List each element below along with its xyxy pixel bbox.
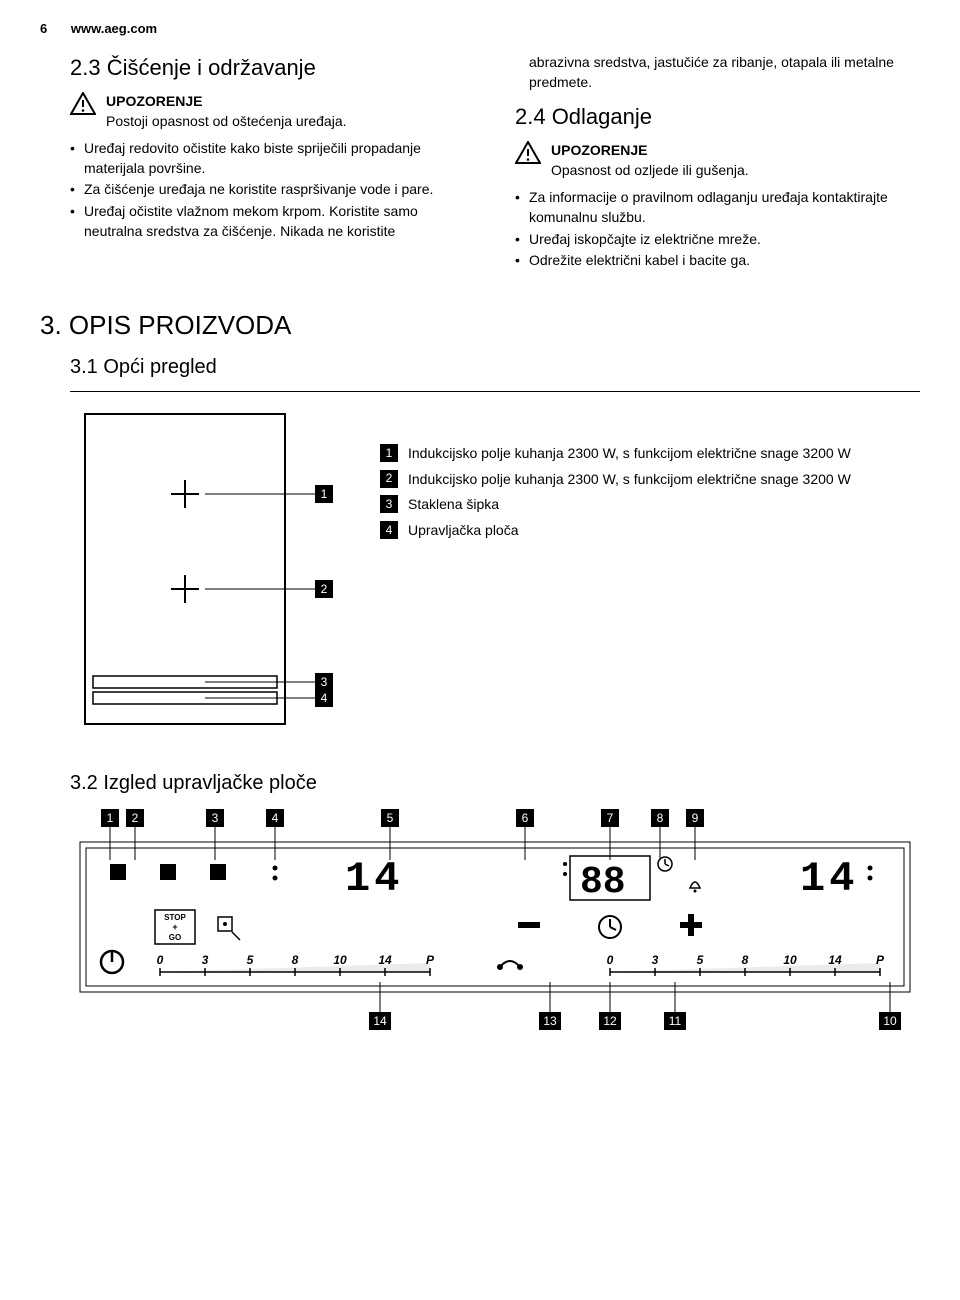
svg-text:11: 11 bbox=[669, 1014, 682, 1028]
svg-text:14: 14 bbox=[378, 953, 392, 967]
svg-text:14: 14 bbox=[373, 1014, 387, 1028]
svg-text:5: 5 bbox=[247, 953, 254, 967]
svg-text:1: 1 bbox=[321, 487, 328, 501]
svg-text:12: 12 bbox=[603, 1014, 617, 1028]
control-panel-wrap: 123456789148814STOP+GO03581014P03581014P… bbox=[70, 807, 920, 1043]
overview-row: 1 2 3 4 1 Indukcijsko polje kuhanja 2300 W, … bbox=[70, 404, 920, 744]
legend-3: 3 Staklena šipka bbox=[380, 495, 920, 515]
svg-text:8: 8 bbox=[657, 811, 664, 825]
svg-text:4: 4 bbox=[321, 691, 328, 705]
s23-warning-body: Postoji opasnost od oštećenja uređaja. bbox=[106, 112, 347, 132]
svg-text:8: 8 bbox=[292, 953, 299, 967]
s24-warning-title: UPOZORENJE bbox=[551, 141, 749, 161]
warning-icon bbox=[70, 92, 96, 115]
svg-text:88: 88 bbox=[580, 861, 626, 904]
svg-text:10: 10 bbox=[783, 953, 797, 967]
s24-b3: Odrežite električni kabel i bacite ga. bbox=[515, 251, 920, 271]
s23-warning: UPOZORENJE Postoji opasnost od oštećenja… bbox=[70, 92, 475, 131]
warning-icon bbox=[515, 141, 541, 164]
s23-b3: Uređaj očistite vlažnom mekom krpom. Kor… bbox=[70, 202, 475, 241]
s24-warning-body: Opasnost od ozljede ili gušenja. bbox=[551, 161, 749, 181]
s31-rule bbox=[70, 391, 920, 392]
svg-text:9: 9 bbox=[692, 811, 699, 825]
control-panel-diagram: 123456789148814STOP+GO03581014P03581014P… bbox=[70, 807, 920, 1037]
svg-text:2: 2 bbox=[132, 811, 139, 825]
page-header: 6 www.aeg.com bbox=[40, 20, 920, 38]
svg-text:4: 4 bbox=[272, 811, 279, 825]
s24-b1: Za informacije o pravilnom odlaganju ure… bbox=[515, 188, 920, 227]
svg-text:14: 14 bbox=[828, 953, 842, 967]
svg-text:13: 13 bbox=[543, 1014, 557, 1028]
s23-b2: Za čišćenje uređaja ne koristite rasprši… bbox=[70, 180, 475, 200]
svg-text:1: 1 bbox=[107, 811, 114, 825]
svg-text:STOP: STOP bbox=[164, 913, 186, 922]
legend-num-1: 1 bbox=[380, 444, 398, 462]
s24-warning-text: UPOZORENJE Opasnost od ozljede ili gušen… bbox=[551, 141, 749, 180]
svg-text:5: 5 bbox=[387, 811, 394, 825]
svg-text:7: 7 bbox=[607, 811, 614, 825]
legend-4: 4 Upravljačka ploča bbox=[380, 521, 920, 541]
svg-text:10: 10 bbox=[883, 1014, 897, 1028]
svg-text:GO: GO bbox=[169, 933, 181, 942]
legend-1: 1 Indukcijsko polje kuhanja 2300 W, s fun… bbox=[380, 444, 920, 464]
legend-text-3: Staklena šipka bbox=[408, 495, 499, 515]
svg-text:14: 14 bbox=[345, 855, 403, 903]
s23-b1: Uređaj redovito očistite kako biste spri… bbox=[70, 139, 475, 178]
legend-num-2: 2 bbox=[380, 470, 398, 488]
svg-text:10: 10 bbox=[333, 953, 347, 967]
svg-text:6: 6 bbox=[522, 811, 529, 825]
s23-title: 2.3 Čišćenje i održavanje bbox=[70, 53, 475, 84]
svg-text:3: 3 bbox=[652, 953, 659, 967]
svg-text:P: P bbox=[426, 953, 435, 967]
legend-text-4: Upravljačka ploča bbox=[408, 521, 519, 541]
s32-title: 3.2 Izgled upravljačke ploče bbox=[70, 769, 920, 797]
section-2-columns: 2.3 Čišćenje i održavanje UPOZORENJE Pos… bbox=[70, 53, 920, 277]
overview-diagram: 1 2 3 4 bbox=[70, 404, 350, 744]
page-number: 6 bbox=[40, 21, 47, 36]
svg-text:3: 3 bbox=[202, 953, 209, 967]
header-url: www.aeg.com bbox=[71, 21, 157, 36]
legend-num-3: 3 bbox=[380, 495, 398, 513]
svg-text:0: 0 bbox=[157, 953, 164, 967]
col-right: abrazivna sredstva, jastučiće za ribanje… bbox=[515, 53, 920, 277]
svg-text:P: P bbox=[876, 953, 885, 967]
svg-text:14: 14 bbox=[800, 855, 858, 903]
s24-title: 2.4 Odlaganje bbox=[515, 102, 920, 133]
s23-b3-continuation: abrazivna sredstva, jastučiće za ribanje… bbox=[515, 53, 920, 92]
svg-text:5: 5 bbox=[697, 953, 704, 967]
legend-text-2: Indukcijsko polje kuhanja 2300 W, s funk… bbox=[408, 470, 851, 490]
svg-text:3: 3 bbox=[321, 675, 328, 689]
s24-warning: UPOZORENJE Opasnost od ozljede ili gušen… bbox=[515, 141, 920, 180]
col-left: 2.3 Čišćenje i održavanje UPOZORENJE Pos… bbox=[70, 53, 475, 277]
svg-text:2: 2 bbox=[321, 582, 328, 596]
legend-num-4: 4 bbox=[380, 521, 398, 539]
svg-text:8: 8 bbox=[742, 953, 749, 967]
s24-bullets: Za informacije o pravilnom odlaganju ure… bbox=[515, 188, 920, 270]
svg-text:0: 0 bbox=[607, 953, 614, 967]
s23-warning-text: UPOZORENJE Postoji opasnost od oštećenja… bbox=[106, 92, 347, 131]
legend-text-1: Indukcijsko polje kuhanja 2300 W, s funk… bbox=[408, 444, 851, 464]
s23-bullets: Uređaj redovito očistite kako biste spri… bbox=[70, 139, 475, 241]
s24-b2: Uređaj iskopčajte iz električne mreže. bbox=[515, 230, 920, 250]
s23-warning-title: UPOZORENJE bbox=[106, 92, 347, 112]
overview-legend: 1 Indukcijsko polje kuhanja 2300 W, s fun… bbox=[380, 404, 920, 546]
s3-title: 3. OPIS PROIZVODA bbox=[40, 307, 920, 343]
svg-text:+: + bbox=[172, 922, 177, 932]
svg-text:3: 3 bbox=[212, 811, 219, 825]
s31-title: 3.1 Opći pregled bbox=[70, 353, 920, 381]
legend-2: 2 Indukcijsko polje kuhanja 2300 W, s fun… bbox=[380, 470, 920, 490]
